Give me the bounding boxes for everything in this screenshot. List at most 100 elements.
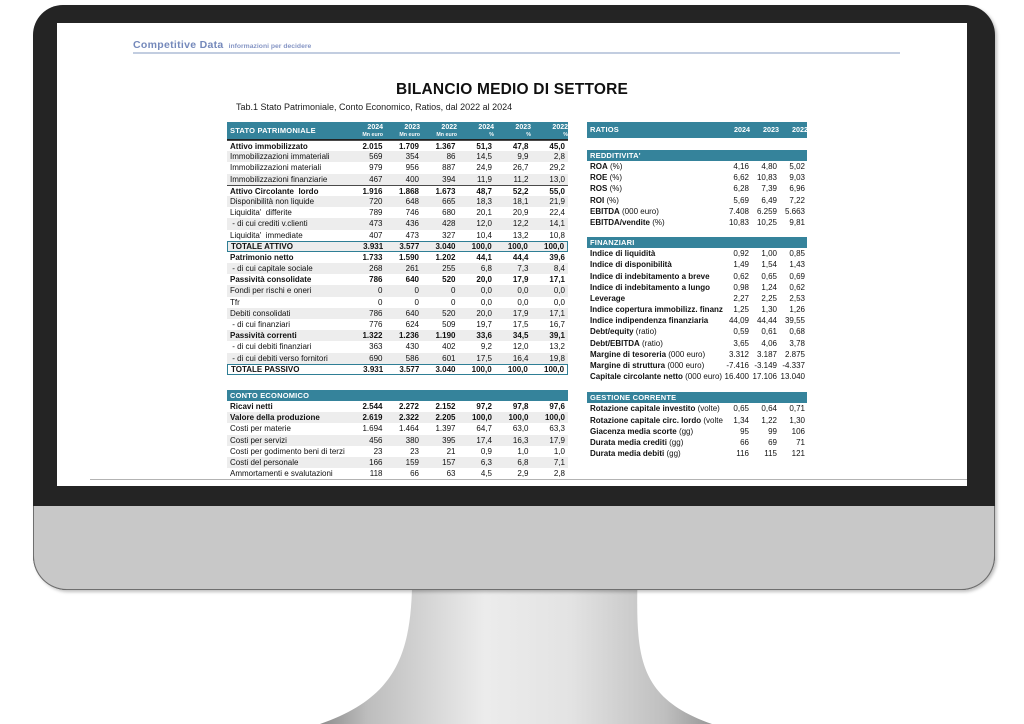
row-value: 44,09 — [728, 316, 749, 326]
table-row: Indice di liquidità 0,92 1,00 0,85 — [587, 248, 807, 259]
row-value: 1.367 — [435, 142, 456, 151]
row-value: 624 — [405, 320, 419, 329]
table-row: Margine di tesoreria (000 euro) 3.312 3.18… — [587, 349, 807, 360]
row-value: 4,80 — [761, 162, 777, 171]
row-value: 2,8 — [553, 469, 565, 479]
row-value: 100,0 — [544, 413, 565, 423]
row-value: 51,3 — [476, 142, 492, 151]
row-value: 1.236 — [398, 331, 419, 341]
row-value: 887 — [442, 163, 456, 173]
row-value: 509 — [442, 320, 456, 329]
row-label: - di cui finanziari — [230, 320, 291, 329]
year-column-header: 2023 — [763, 125, 779, 134]
ratio-unit: (ratio) — [633, 327, 657, 337]
row-value: 166 — [369, 457, 383, 467]
table-row: Durata media crediti (gg) 66 69 71 — [587, 437, 807, 448]
row-value: 9,03 — [789, 173, 805, 183]
row-label: Liquidita' differite — [230, 208, 292, 218]
stand-neck — [320, 560, 712, 724]
year-label: 2024 — [478, 124, 494, 131]
row-value: 0,0 — [517, 297, 529, 307]
row-value: 436 — [405, 219, 419, 229]
row-value: 520 — [442, 275, 456, 285]
row-value: 95 — [740, 426, 749, 436]
row-value: 1.709 — [398, 142, 419, 151]
row-value: -7.416 — [726, 361, 749, 370]
row-value: 0,64 — [761, 404, 777, 414]
table-row: Immobilizzazioni finanziarie 467 400 394 11,… — [227, 173, 568, 185]
row-value: 17,1 — [549, 308, 565, 318]
table-row: Indice di indebitamento a lungo 0,98 1,24 0… — [587, 282, 807, 293]
row-value: 6,49 — [761, 195, 777, 205]
row-label: Immobilizzazioni finanziarie — [230, 174, 328, 184]
table-row: Debt/equity (ratio) 0,59 0,61 0,68 — [587, 326, 807, 337]
row-value: 7.408 — [728, 206, 749, 216]
row-label: - di cui debiti verso fornitori — [230, 353, 328, 363]
row-value: 2,9 — [517, 469, 529, 479]
row-label: Valore della produzione — [230, 413, 320, 423]
ratios-body: REDDITIVITA' ROA (%) 4,16 4,80 5,02 ROE (%) 6,… — [587, 150, 807, 459]
row-value: 1,25 — [733, 305, 749, 315]
row-label: Margine di tesoreria (000 euro) — [587, 349, 723, 360]
row-value: 3.040 — [435, 241, 456, 251]
row-value: 21 — [446, 446, 456, 456]
row-value: 0,68 — [789, 327, 805, 337]
row-value: 2,25 — [761, 293, 777, 303]
row-value: 69 — [768, 437, 777, 447]
row-value: 1,54 — [761, 260, 777, 270]
table-row: Immobilizzazioni immateriali 569 354 86 14,5… — [227, 151, 568, 163]
row-label: TOTALE ATTIVO — [231, 241, 293, 251]
row-value: 1.590 — [398, 252, 419, 262]
row-value: 7,39 — [761, 184, 777, 194]
row-value: 680 — [442, 208, 456, 218]
ratio-unit: (%) — [650, 217, 665, 227]
row-value: 467 — [369, 174, 383, 184]
row-value: 1,43 — [789, 260, 805, 270]
table-row: Giacenza media scorte (gg) 95 99 106 — [587, 426, 807, 437]
row-label: Immobilizzazioni materiali — [230, 163, 322, 173]
row-value: 473 — [369, 219, 383, 229]
row-value: 4,16 — [733, 162, 749, 171]
row-value: 34,5 — [512, 331, 529, 341]
row-label: Fondi per rischi e oneri — [230, 286, 312, 296]
row-value: 1,30 — [789, 415, 805, 425]
row-label: Indice indipendenza finanziaria — [587, 315, 723, 326]
row-label: Rotazione capitale circ. lordo (volte) — [587, 415, 723, 426]
row-value: 690 — [369, 353, 383, 363]
ratio-name: ROS — [590, 184, 608, 194]
ratio-name: ROE — [590, 173, 608, 183]
stato-patrimoniale-title: STATO PATRIMONIALE — [230, 126, 316, 135]
row-label: Costi del personale — [230, 457, 299, 467]
logo-divider — [133, 52, 900, 54]
row-value: 261 — [405, 264, 419, 274]
row-value: 648 — [405, 196, 419, 206]
row-label: Indice di indebitamento a breve — [587, 271, 723, 282]
row-value: 10,4 — [476, 230, 492, 240]
ratio-unit: (%) — [607, 173, 623, 183]
row-value: 159 — [405, 457, 419, 467]
stato-patrimoniale-header: STATO PATRIMONIALE 2024 Mn euro 2023 Mn eur… — [227, 122, 568, 140]
row-label: - di cui debiti finanziari — [230, 342, 312, 352]
row-value: 11,9 — [477, 174, 492, 184]
ratios-title: RATIOS — [590, 125, 619, 134]
conto-economico-body: Ricavi netti 2.544 2.272 2.152 97,2 97,8 97,6 V… — [227, 401, 568, 479]
ratio-name: Giacenza media scorte — [590, 426, 677, 436]
row-value: 16,7 — [549, 320, 565, 329]
row-label: ROI (%) — [587, 195, 723, 206]
row-value: 2.015 — [362, 142, 383, 151]
row-value: 100,0 — [507, 241, 528, 251]
row-label: Attivo immobilizzato — [230, 142, 308, 151]
row-value: 13.040 — [780, 372, 805, 382]
row-value: 44,44 — [756, 316, 777, 326]
row-value: 3.577 — [399, 241, 420, 251]
ratio-name: EBITDA — [590, 206, 620, 216]
ratios-section-header: FINANZIARI — [587, 237, 807, 249]
ratios-table: RATIOS 2024 2023 2022 REDDITIVITA' ROA (%) 4… — [587, 122, 808, 459]
year-column-header: 2024% — [460, 122, 497, 139]
table-row: Attivo immobilizzato 2.015 1.709 1.367 51,3 4… — [227, 140, 568, 151]
ratio-unit: (000 euro) — [665, 361, 705, 370]
row-value: 0,65 — [733, 404, 749, 414]
row-value: 6,3 — [480, 457, 492, 467]
ratio-unit: (%) — [607, 162, 623, 171]
row-value: 2.205 — [435, 413, 456, 423]
